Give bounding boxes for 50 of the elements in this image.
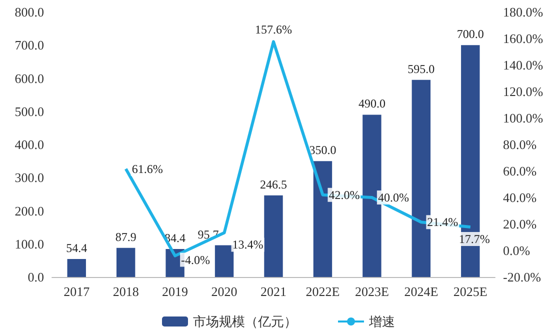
data-label: 246.5 (260, 177, 287, 192)
data-label: 40.0% (378, 190, 409, 204)
bar (67, 258, 86, 277)
y2-tick-label: 0.0% (503, 243, 530, 258)
x-tick-label: 2020 (211, 284, 238, 299)
x-tick-label: 2024E (404, 284, 438, 299)
x-tick-label: 2023E (354, 284, 389, 299)
bar (214, 245, 234, 277)
y-tick-label: 0.0 (28, 270, 44, 284)
legend-label: 增速 (368, 314, 395, 329)
data-label: 61.6% (132, 162, 163, 176)
y-tick-label: 800.0 (14, 4, 44, 20)
y2-tick-label: 60.0% (503, 164, 537, 178)
data-label: 700.0 (456, 27, 484, 42)
x-tick-label: 2021 (260, 284, 286, 299)
bar (264, 195, 283, 277)
y-tick-label: 200.0 (14, 203, 44, 218)
data-label: 87.9 (115, 230, 136, 244)
x-tick-label: 2018 (112, 284, 139, 299)
y2-tick-label: 160.0% (503, 31, 544, 46)
data-label: 350.0 (309, 143, 336, 158)
y2-tick-label: 180.0% (503, 4, 544, 20)
legend-label: 市场规模（亿元） (193, 314, 297, 329)
x-tick-label: 2017 (64, 284, 90, 299)
x-tick-label: 2025E (453, 284, 488, 299)
y-tick-label: 400.0 (14, 137, 44, 152)
data-label: 21.4% (427, 215, 458, 230)
y-tick-label: 600.0 (14, 70, 44, 86)
x-tick-label: 2019 (162, 284, 188, 299)
data-label: 54.4 (66, 240, 88, 255)
y2-tick-label: 80.0% (503, 137, 537, 152)
y2-tick-label: 100.0% (503, 110, 544, 126)
y-tick-label: 700.0 (14, 38, 44, 53)
data-label: 490.0 (358, 96, 386, 111)
y2-tick-label: 20.0% (503, 216, 537, 232)
y2-tick-label: 140.0% (503, 58, 544, 72)
data-label: 17.7% (458, 232, 490, 246)
data-label: 42.0% (328, 188, 360, 202)
y2-tick-label: 40.0% (503, 190, 537, 205)
x-tick-label: 2022E (306, 284, 340, 299)
data-label: 13.4% (232, 238, 264, 252)
y2-tick-label: 120.0% (503, 84, 544, 99)
y-tick-label: 100.0 (14, 236, 44, 252)
y2-tick-label: -20.0% (503, 270, 542, 284)
data-label: -4.0% (181, 252, 210, 267)
data-label: 157.6% (255, 22, 292, 37)
y-tick-label: 500.0 (14, 104, 44, 119)
y-tick-label: 300.0 (14, 170, 44, 186)
data-label: 595.0 (408, 62, 435, 76)
bar (116, 248, 136, 277)
